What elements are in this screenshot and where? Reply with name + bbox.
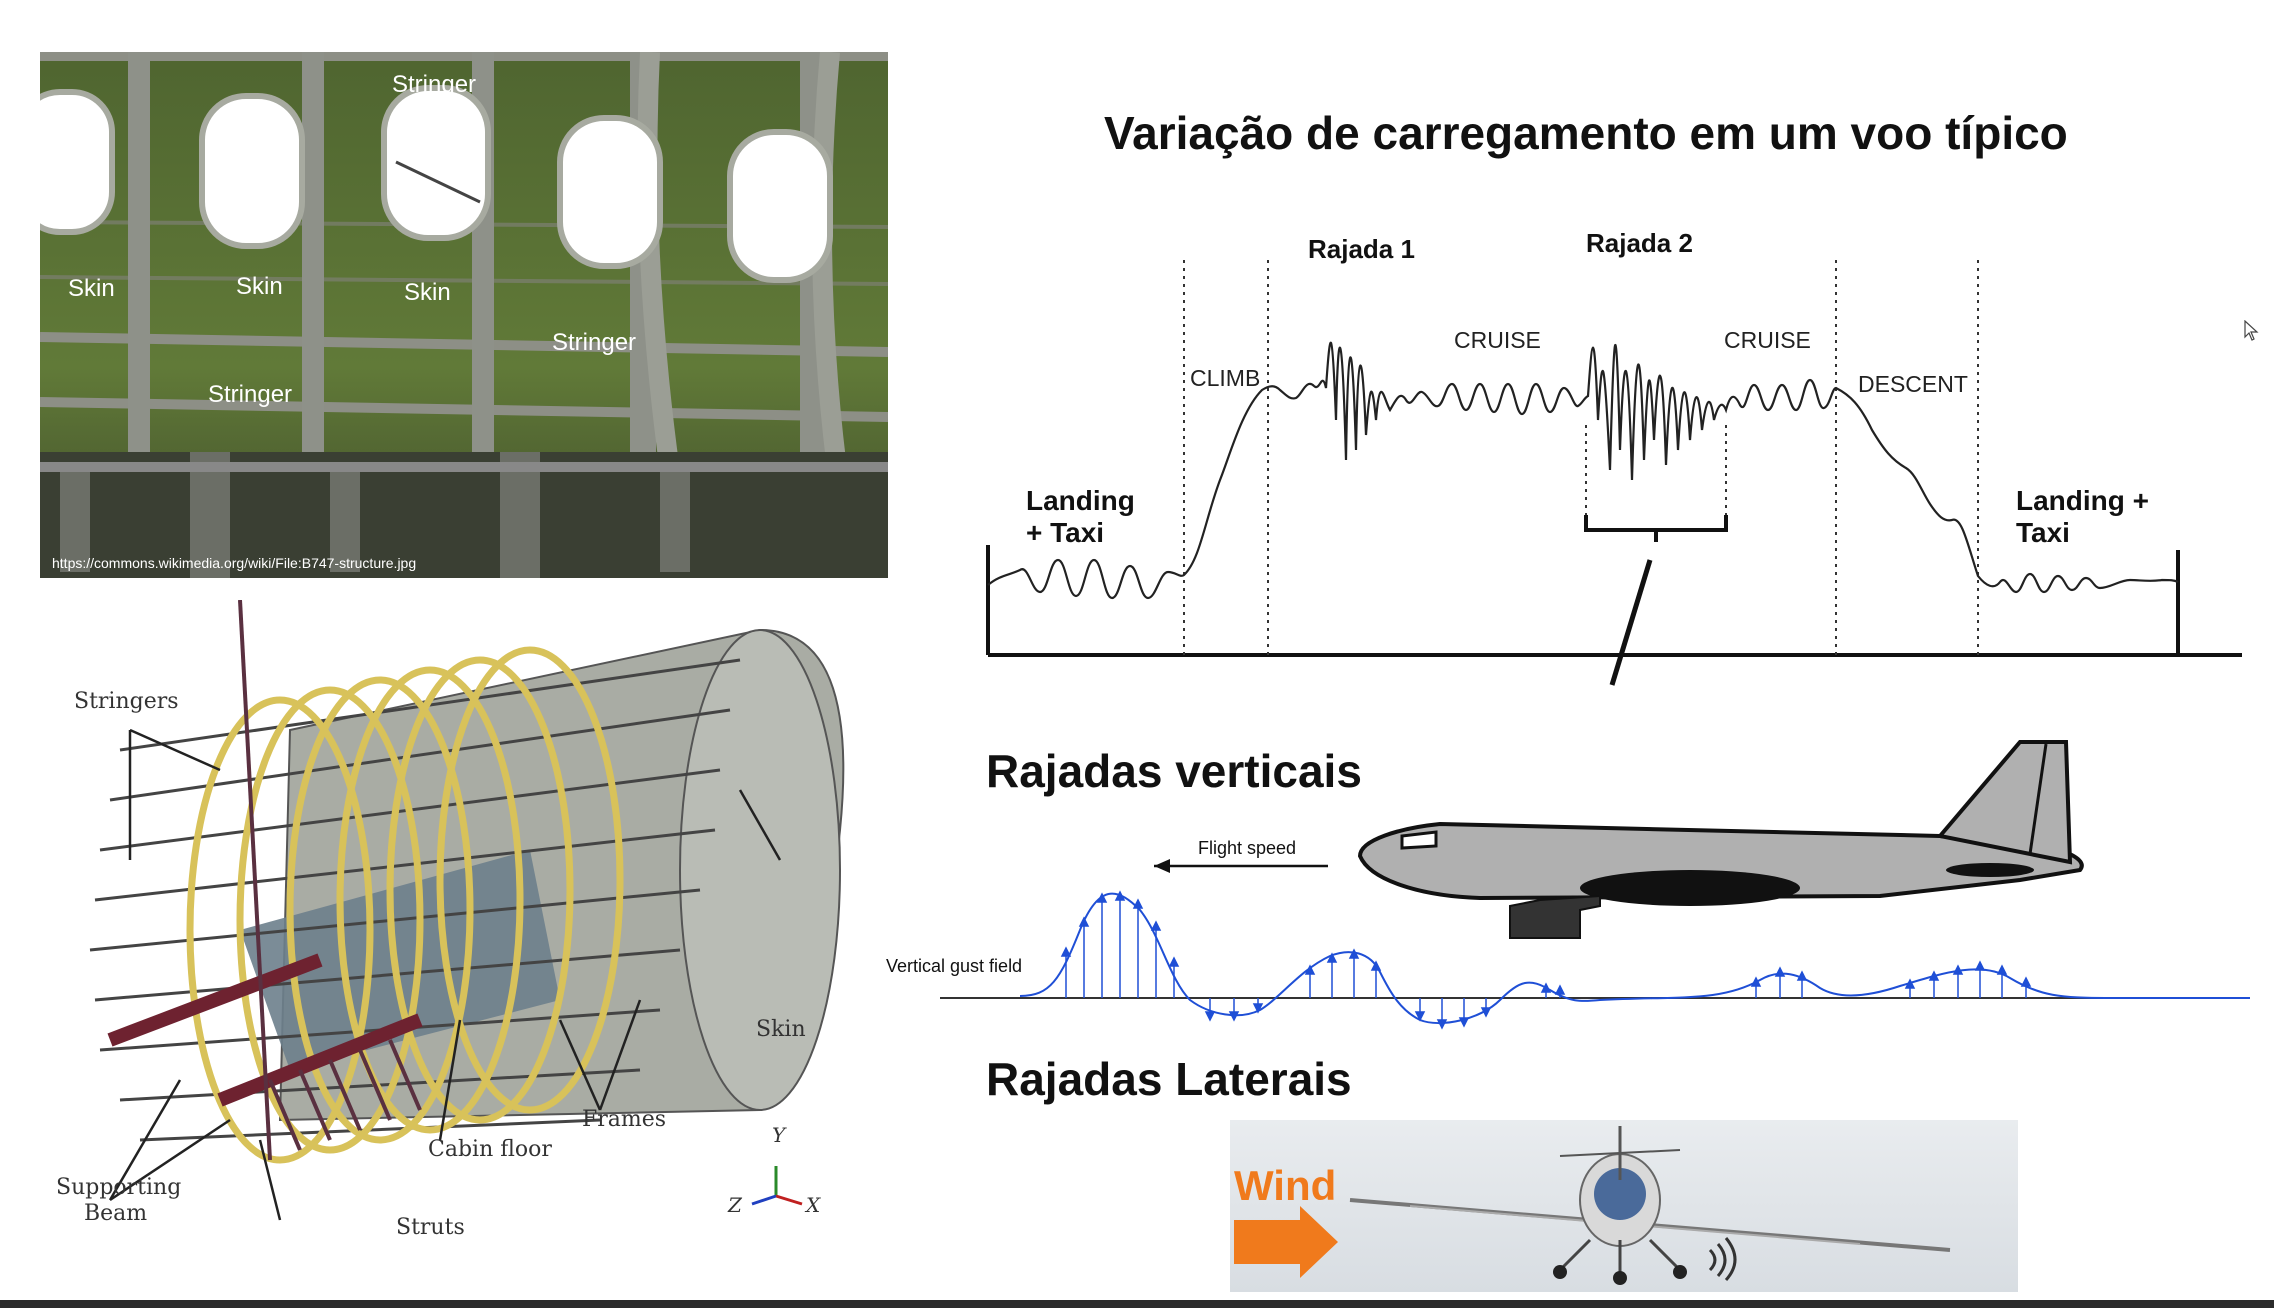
- gust-field-label: Vertical gust field: [886, 956, 1022, 976]
- supporting-beam-label-1: Supporting: [56, 1175, 181, 1200]
- wind-arrow-icon: [1234, 1206, 1338, 1278]
- struts-label: Struts: [396, 1215, 465, 1240]
- supporting-beam-label-2: Beam: [84, 1201, 147, 1226]
- cruise-label-2: CRUISE: [1724, 327, 1811, 353]
- climb-label: CLIMB: [1190, 365, 1260, 391]
- lateral-gust-image: Wind: [1230, 1120, 2018, 1292]
- cabin-floor-label: Cabin floor: [428, 1137, 552, 1162]
- b747-structure-photo: Stringer Skin Skin Skin Stringer Stringe…: [40, 52, 888, 578]
- stringer-label-top: Stringer: [392, 71, 476, 98]
- rajada-2-label: Rajada 2: [1586, 228, 1693, 258]
- bottom-border: [0, 1300, 2274, 1308]
- landing-left-label-1: Landing: [1026, 485, 1135, 516]
- vertical-gust-diagram: Flight speed Vertical gust field: [886, 740, 2250, 1030]
- vertical-gusts-heading: Rajadas verticais: [986, 745, 1362, 797]
- stringer-label-bottom: Stringer: [208, 381, 292, 408]
- airplane-side-view: [1357, 740, 2084, 939]
- flight-profile-diagram: Landing + Taxi Landing + Taxi CLIMB CRUI…: [986, 228, 2242, 686]
- axis-triad: Y Z X: [727, 1123, 821, 1217]
- frames-label: Frames: [582, 1107, 666, 1132]
- cruise-label-1: CRUISE: [1454, 327, 1541, 353]
- skin-label-2: Skin: [236, 273, 283, 300]
- axis-x-label: X: [804, 1193, 821, 1217]
- axis-y-label: Y: [772, 1123, 787, 1147]
- stringer-label-right: Stringer: [552, 329, 636, 356]
- landing-right-label-1: Landing +: [2016, 485, 2149, 516]
- axis-z-label: Z: [727, 1193, 743, 1217]
- lateral-gusts-heading: Rajadas Laterais: [986, 1053, 1352, 1105]
- gust-arrows: [1060, 890, 2032, 1030]
- stringers-label: Stringers: [74, 689, 179, 714]
- descent-label: DESCENT: [1858, 371, 1968, 397]
- landing-left-label-2: + Taxi: [1026, 517, 1104, 548]
- fuselage-diagram: Stringers Skin Frames Cabin floor Suppor…: [56, 600, 845, 1240]
- wind-label: Wind: [1234, 1162, 1336, 1209]
- airplane-front-view: [1349, 1126, 1951, 1285]
- landing-right-label-2: Taxi: [2016, 517, 2070, 548]
- skin-label: Skin: [756, 1017, 806, 1042]
- skin-label-3: Skin: [404, 279, 451, 306]
- wind-swirl-icon: [1708, 1237, 1737, 1282]
- skin-label-1: Skin: [68, 275, 115, 302]
- rajada-1-label: Rajada 1: [1308, 234, 1415, 264]
- flight-speed-label: Flight speed: [1198, 838, 1296, 858]
- flight-profile-title: Variação de carregamento em um voo típic…: [1104, 107, 2068, 159]
- photo-credit: https://commons.wikimedia.org/wiki/File:…: [52, 555, 416, 571]
- mouse-cursor-icon: [2244, 320, 2259, 341]
